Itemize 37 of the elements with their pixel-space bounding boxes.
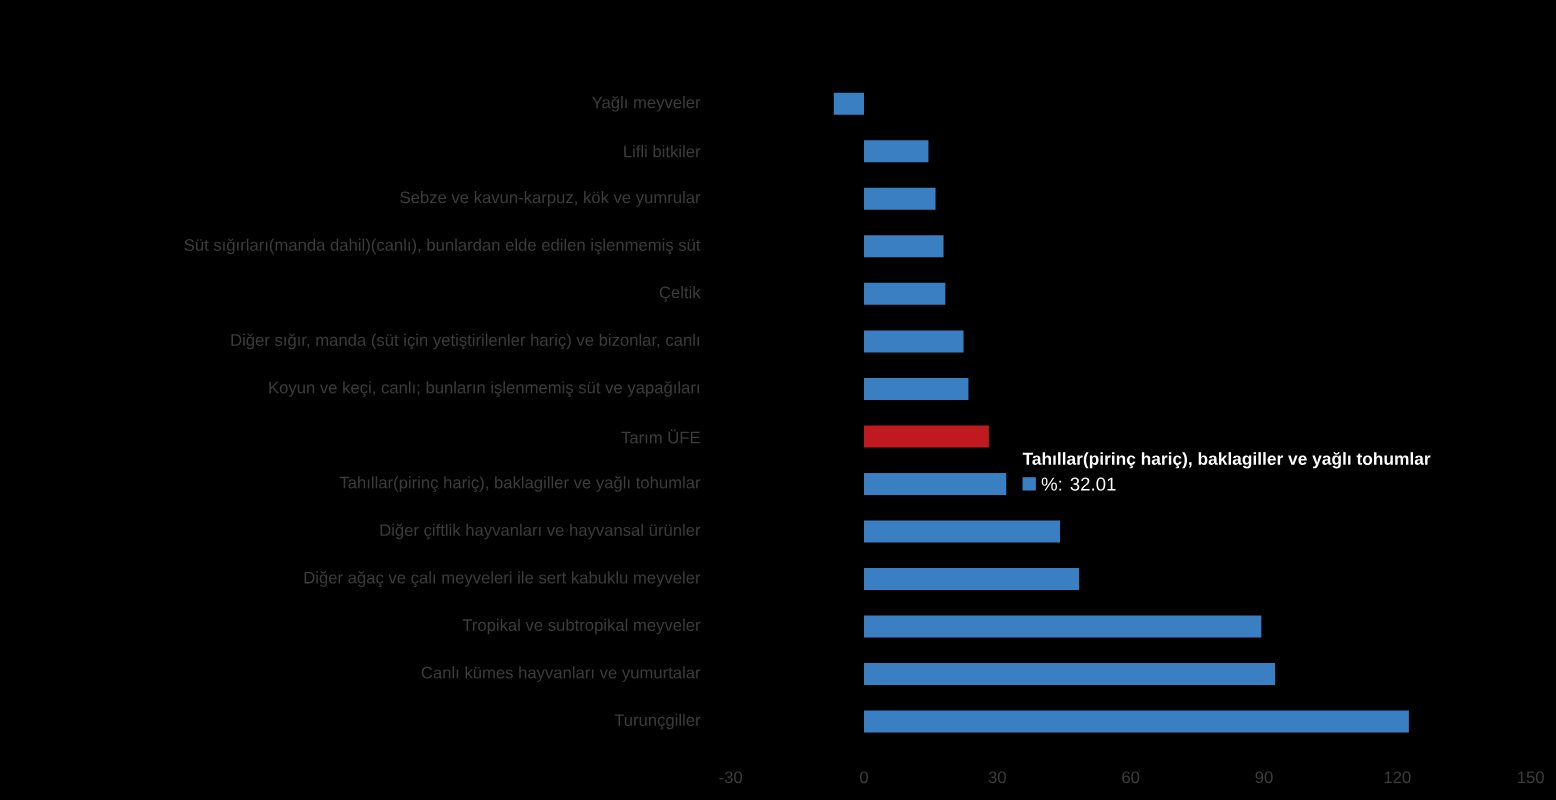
y-tick-label: Süt sığırları(manda dahil)(canlı), bunlardan elde edilen işlenmemiş süt [184, 238, 701, 255]
bar [864, 568, 1080, 590]
bar [864, 472, 1007, 495]
data-label: %: 32.01 [1041, 477, 1116, 491]
bar [864, 520, 1061, 543]
x-tick-label: 60 [1122, 771, 1140, 784]
annotation: Tahıllar(pirinç hariç), baklagiller ve yağlı tohumlar [1022, 451, 1431, 469]
bar [864, 235, 944, 258]
y-tick-label: Tarım ÜFE [621, 429, 700, 444]
bar [864, 187, 936, 210]
x-tick-label: 120 [1384, 771, 1411, 784]
y-tick-label: Diğer sığır, manda (süt için yetiştirilenler hariç) ve bizonlar, canlı [231, 333, 699, 350]
x-tick-label: 0 [860, 771, 868, 784]
x-tick-label: 90 [1255, 771, 1273, 784]
y-tick-label: Turunçgiller [614, 713, 701, 730]
bar [864, 377, 969, 400]
bar [864, 282, 946, 305]
bar [864, 330, 964, 353]
bar [864, 615, 1262, 638]
y-tick-label: Diğer ağaç ve çalı meyveleri ile sert kabuklu meyveler [304, 571, 701, 587]
y-tick-label: Canlı kümes hayvanları ve yumurtalar [421, 666, 701, 682]
y-tick-label: Tropikal ve subtropikal meyveler [462, 618, 701, 635]
y-tick-label: Lifli bitkiler [624, 145, 701, 158]
y-tick-label: Koyun ve keçi, canlı; bunların işlenmemiş süt ve yapağıları [269, 380, 699, 397]
y-tick-label: Diğer çiftlik hayvanları ve hayvansal ürünler [380, 523, 701, 540]
y-tick-label: Sebze ve kavun-karpuz, kök ve yumrular [400, 191, 701, 207]
bar [864, 140, 929, 163]
bar [864, 663, 1276, 686]
y-tick-label: Tahıllar(pirinç hariç), baklagiller ve yağlı tohumlar [339, 476, 701, 492]
y-tick-label: Yağlı meyveler [592, 95, 701, 112]
bar [833, 92, 864, 115]
y-tick-label: Çeltik [659, 286, 701, 302]
bar [864, 710, 1409, 733]
x-tick-label: 150 [1518, 771, 1544, 784]
bar [864, 425, 989, 448]
x-tick-label: -30 [719, 771, 743, 784]
x-tick-label: 30 [988, 771, 1006, 784]
